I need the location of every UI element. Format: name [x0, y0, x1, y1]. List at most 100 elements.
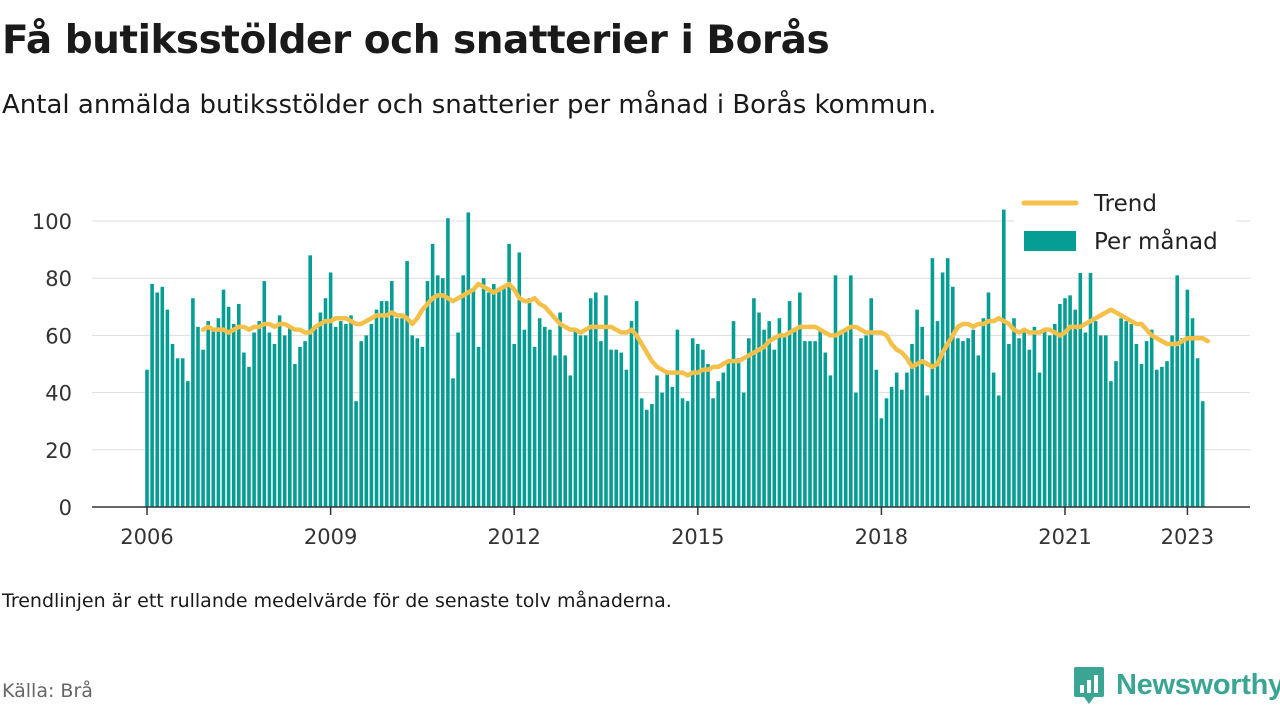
y-tick-label: 0 — [59, 496, 72, 520]
monthly-bars — [145, 209, 1205, 508]
newsworthy-brand[interactable]: Newsworthy — [1072, 665, 1280, 705]
month-bar — [889, 386, 894, 507]
month-bar — [1119, 318, 1123, 507]
month-bar — [420, 346, 425, 507]
y-tick-label: 60 — [45, 324, 72, 348]
month-bar — [221, 289, 226, 507]
month-bar — [864, 335, 868, 507]
month-bar — [736, 358, 741, 507]
month-bar — [690, 338, 695, 507]
month-bar — [252, 332, 256, 507]
trend-line — [200, 281, 1211, 378]
month-bar — [951, 286, 955, 507]
month-bar — [247, 366, 251, 507]
month-bar — [971, 329, 975, 507]
month-bar — [456, 332, 460, 507]
month-bar — [1144, 341, 1149, 507]
month-bar — [354, 401, 358, 507]
month-bar — [966, 338, 970, 507]
month-bar — [492, 283, 496, 507]
y-tick-label: 100 — [32, 210, 72, 234]
month-bar — [747, 338, 751, 507]
month-bar — [599, 341, 603, 507]
month-bar — [578, 335, 583, 507]
month-bar — [548, 329, 552, 507]
month-bar — [267, 332, 272, 507]
month-bar — [1134, 343, 1139, 507]
month-bar — [823, 352, 828, 507]
month-bar — [711, 398, 715, 507]
month-bar — [894, 372, 899, 507]
month-bar — [1068, 295, 1072, 507]
month-bar — [441, 278, 445, 507]
bar-chart: 0 20 40 60 80 100 2006 2009 2012 2015 2018 2021 202… — [31, 191, 1250, 549]
month-bar — [1007, 343, 1011, 507]
month-bar — [935, 321, 940, 507]
month-bar — [1083, 332, 1088, 507]
month-bar — [1124, 321, 1128, 507]
month-bar — [1155, 369, 1159, 507]
month-bar — [818, 329, 822, 507]
month-bar — [1073, 309, 1077, 507]
month-bar — [976, 355, 981, 507]
month-bar — [191, 298, 195, 507]
month-bar — [277, 315, 282, 507]
month-bar — [869, 298, 873, 507]
month-bar — [155, 292, 159, 507]
source-label: Källa: Brå — [2, 680, 93, 702]
trend-footnote: Trendlinjen är ett rullande medelvärde f… — [2, 590, 672, 612]
x-tick-label: 2018 — [855, 525, 908, 549]
month-bar — [349, 315, 353, 507]
month-bar — [201, 349, 205, 507]
month-bar — [1012, 318, 1016, 507]
month-bar — [634, 301, 639, 507]
month-bar — [211, 329, 216, 507]
month-bar — [1027, 349, 1032, 507]
month-bar — [384, 301, 389, 507]
month-bar — [333, 326, 338, 507]
month-bar — [196, 326, 200, 507]
month-bar — [874, 369, 879, 507]
month-bar — [537, 318, 542, 507]
month-bar — [415, 338, 420, 507]
month-bar — [787, 301, 792, 507]
month-bar — [813, 341, 817, 507]
month-bar — [1185, 289, 1190, 507]
month-bar — [1180, 338, 1185, 507]
legend-bar-swatch — [1024, 231, 1076, 251]
month-bar — [522, 329, 527, 507]
month-bar — [660, 392, 664, 507]
month-bar — [543, 326, 547, 507]
month-bar — [609, 349, 613, 507]
month-bar — [323, 298, 328, 507]
month-bar — [527, 298, 532, 507]
axes: 2006 2009 2012 2015 2018 2021 2023 — [92, 506, 1250, 549]
month-bar — [206, 321, 210, 507]
month-bar — [1175, 275, 1179, 507]
month-bar — [925, 395, 930, 507]
month-bar — [451, 378, 455, 507]
month-bar — [298, 346, 302, 507]
month-bar — [956, 338, 960, 507]
month-bar — [1093, 321, 1098, 507]
month-bar — [180, 358, 185, 507]
month-bar — [1098, 335, 1103, 507]
month-bar — [558, 312, 562, 507]
legend-bar-label: Per månad — [1094, 227, 1218, 255]
month-bar — [430, 243, 435, 507]
month-bar — [517, 252, 522, 507]
month-bar — [231, 323, 236, 507]
month-bar — [1053, 323, 1057, 507]
month-bar — [1195, 358, 1200, 507]
trend-line-group — [200, 281, 1211, 378]
month-bar — [905, 372, 909, 507]
month-bar — [757, 312, 761, 507]
month-bar — [996, 395, 1001, 507]
month-bar — [532, 346, 537, 507]
month-bar — [650, 404, 654, 507]
month-bar — [293, 364, 297, 507]
month-bar — [150, 283, 154, 507]
month-bar — [981, 318, 986, 507]
month-bar — [262, 281, 267, 507]
month-bar — [486, 292, 491, 507]
